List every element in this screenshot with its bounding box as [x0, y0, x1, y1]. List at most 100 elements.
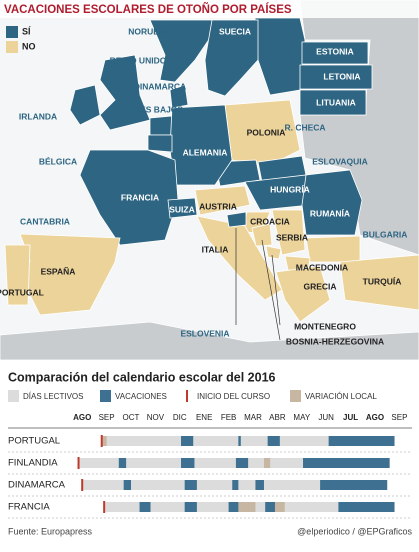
vacaciones-bar [181, 458, 195, 468]
country-label: GRECIA [303, 281, 336, 291]
country-label: SERBIA [276, 232, 308, 242]
country [301, 41, 369, 65]
title-bg [0, 0, 419, 18]
row-label: PORTUGAL [8, 436, 60, 447]
country [251, 223, 273, 247]
vacaciones-bar [184, 480, 197, 490]
map-title: VACACIONES ESCOLARES DE OTOÑO POR PAÍSES [4, 3, 292, 16]
vacaciones-bar [228, 502, 239, 512]
month-label: MAR [244, 413, 262, 422]
source: Fuente: Europapress [8, 526, 93, 536]
country [339, 254, 419, 311]
month-label: SEP [99, 413, 115, 422]
country-label: RUMANÍA [310, 208, 350, 218]
country-label: MACEDONIA [296, 262, 348, 272]
vacaciones-bar [328, 436, 395, 446]
month-label: ABR [269, 413, 286, 422]
country-label: TURQUÍA [363, 276, 402, 286]
country [149, 115, 173, 136]
legend-label: SÍ [22, 26, 31, 36]
country-label: POLONIA [247, 127, 286, 137]
inicio-mark [100, 435, 103, 447]
inicio-mark [103, 501, 106, 513]
month-label: JUL [343, 413, 358, 422]
lectivo-bar [101, 436, 395, 446]
country-label: CROACIA [250, 216, 290, 226]
legend-label: VARIACIÓN LOCAL [305, 392, 377, 401]
month-label: ENE [196, 413, 212, 422]
vacaciones-bar [338, 502, 395, 512]
country-label: LITUANIA [316, 97, 356, 107]
legend-swatch [186, 390, 188, 402]
month-label: SEP [391, 413, 407, 422]
vacaciones-bar [265, 502, 275, 512]
country-label: ITALIA [202, 244, 229, 254]
month-label: AGO [73, 413, 91, 422]
country [305, 235, 361, 263]
country [299, 64, 373, 90]
vacaciones-bar [238, 436, 241, 446]
month-label: OCT [123, 413, 140, 422]
legend-swatch [290, 390, 301, 402]
country-label: LETONIA [323, 71, 360, 81]
vacaciones-bar [235, 458, 249, 468]
row-label: FRANCIA [8, 502, 50, 513]
land [299, 0, 419, 256]
country-label: IRLANDA [19, 111, 57, 121]
country-label: NORUEGA [128, 26, 171, 36]
row-label: FINLANDIA [8, 458, 58, 469]
variacion-bar [263, 458, 271, 468]
legend-swatch [8, 390, 19, 402]
inicio-mark [81, 479, 84, 491]
country-label: ESPAÑA [41, 266, 76, 276]
country [99, 54, 151, 131]
country-label: ESLOVAQUIA [312, 156, 368, 166]
credit: @elperiodico / @EPGraficos [297, 526, 412, 536]
legend-swatch [6, 26, 18, 38]
country-label: CANTABRIA [20, 216, 70, 226]
month-label: AGO [366, 413, 384, 422]
month-label: FEB [221, 413, 237, 422]
country [196, 215, 283, 301]
month-label: NOV [147, 413, 165, 422]
vacaciones-bar [320, 480, 388, 490]
country-label: BULGARIA [363, 229, 408, 239]
country-label: ESLOVENIA [180, 328, 229, 338]
vacaciones-bar [139, 502, 151, 512]
vacaciones-bar [255, 480, 264, 490]
country-label: BOSNIA-HERZEGOVINA [286, 336, 384, 346]
month-label: MAY [293, 413, 310, 422]
country-label: R. CHECA [284, 122, 325, 132]
vacaciones-bar [123, 480, 131, 490]
inicio-mark [77, 457, 80, 469]
country [271, 209, 306, 256]
country [265, 245, 282, 260]
vacaciones-bar [181, 436, 194, 446]
legend-label: DÍAS LECTIVOS [23, 392, 83, 401]
calendar-title: Comparación del calendario escolar del 2… [8, 370, 276, 384]
country [167, 197, 198, 219]
country-label: AUSTRIA [199, 201, 237, 211]
variacion-bar [238, 502, 256, 512]
vacaciones-bar [267, 436, 280, 446]
countries [4, 19, 419, 323]
country-label: REINO UNIDO [110, 55, 167, 65]
row-label: DINAMARCA [8, 480, 66, 491]
country-label: PAÍSES BAJOS [121, 104, 184, 114]
legend-swatch [100, 390, 111, 402]
country [299, 89, 367, 116]
vacaciones-bar [118, 458, 127, 468]
country [194, 185, 251, 216]
country [301, 169, 363, 236]
vacaciones-bar [232, 480, 239, 490]
legend-swatch [6, 41, 18, 53]
country [275, 265, 331, 323]
legend-label: VACACIONES [115, 392, 167, 401]
country-label: DINAMARCA [134, 81, 186, 91]
country [79, 149, 179, 246]
country-label: HUNGRÍA [270, 184, 310, 194]
leader-lines [235, 228, 281, 341]
country [226, 211, 247, 228]
month-label: DIC [173, 413, 187, 422]
